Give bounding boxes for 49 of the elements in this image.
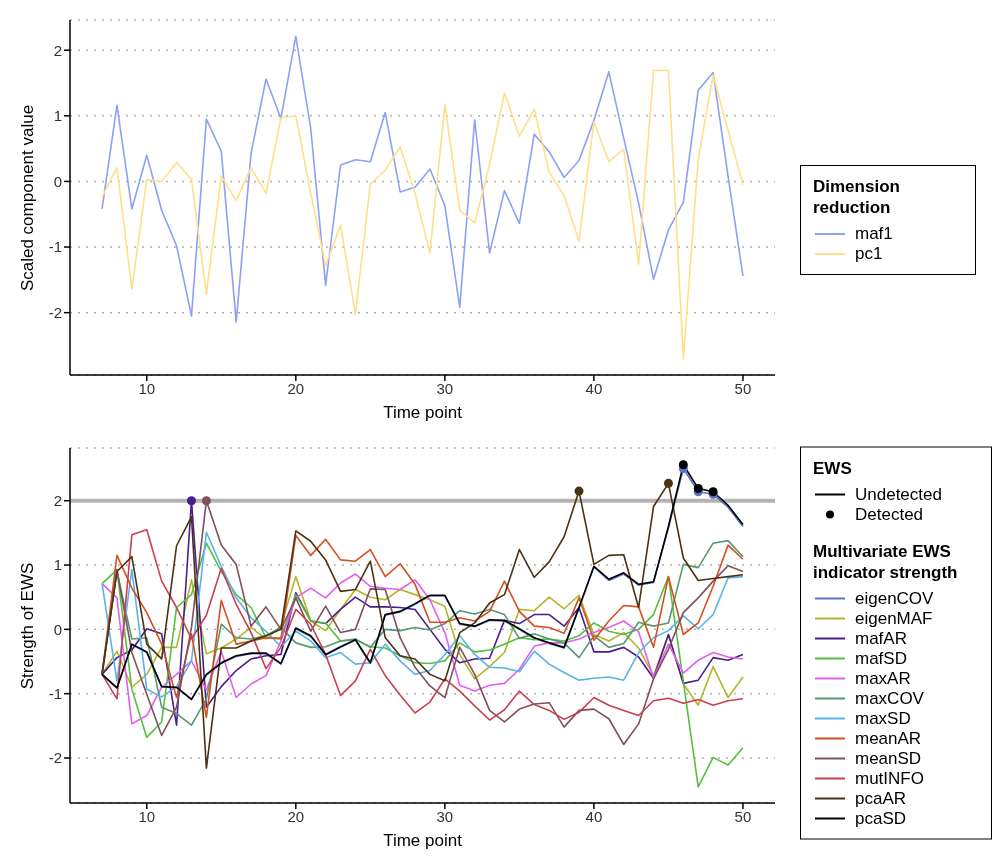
legend-label: pcaAR [854,788,908,809]
y-tick-label: 1 [53,107,62,125]
y-tick-label: -2 [48,303,62,321]
y-tick-label: 2 [53,41,62,59]
y-axis-title: Scaled component value [18,104,38,291]
y-tick-label: 2 [53,492,62,510]
x-tick-label: 50 [734,807,752,825]
legend-label: maxAR [854,668,912,689]
line-series [101,69,744,360]
y-tick-label: 1 [53,556,62,574]
x-tick-label: 20 [287,379,305,397]
legend-label: maf1 [854,224,894,244]
line-series [101,35,744,323]
x-tick-label: 10 [138,807,156,825]
y-axis-title: Strength of EWS [18,562,38,689]
x-tick-label: 10 [138,379,156,397]
legend-label: meanAR [854,728,923,749]
x-tick-label: 50 [734,379,752,397]
y-tick-label: -1 [48,238,62,256]
x-tick-label: 40 [585,807,603,825]
y-tick-label: 0 [53,620,62,638]
line-series [101,542,744,788]
point [186,496,196,506]
x-tick-label: 30 [436,807,454,825]
legend-label: mafAR [854,628,908,649]
point [201,496,211,506]
point [678,460,688,470]
text: EWS [813,457,853,479]
legend-label: eigenMAF [854,608,934,629]
legend-label: maxCOV [854,688,925,709]
y-tick-label: -2 [48,749,62,767]
x-axis-title: Time point [382,403,463,423]
text: Undetected [854,484,943,505]
point [574,486,584,496]
legend-label: mutINFO [854,768,925,789]
legend-label: meanSD [854,748,923,769]
x-tick-label: 40 [585,379,603,397]
legend-label: eigenCOV [854,588,935,609]
legend-label: maxSD [854,708,912,729]
legend-label: mafSD [854,648,908,669]
x-tick-label: 30 [436,379,454,397]
y-tick-label: -1 [48,685,62,702]
point [663,478,673,488]
x-tick-label: 20 [287,807,305,825]
y-tick-label: 0 [53,172,62,190]
x-axis-title: Time point [382,831,463,851]
legend-label: pc1 [854,244,884,264]
legend-label: Detected [854,504,925,525]
legend-label: pcaSD [854,808,908,829]
